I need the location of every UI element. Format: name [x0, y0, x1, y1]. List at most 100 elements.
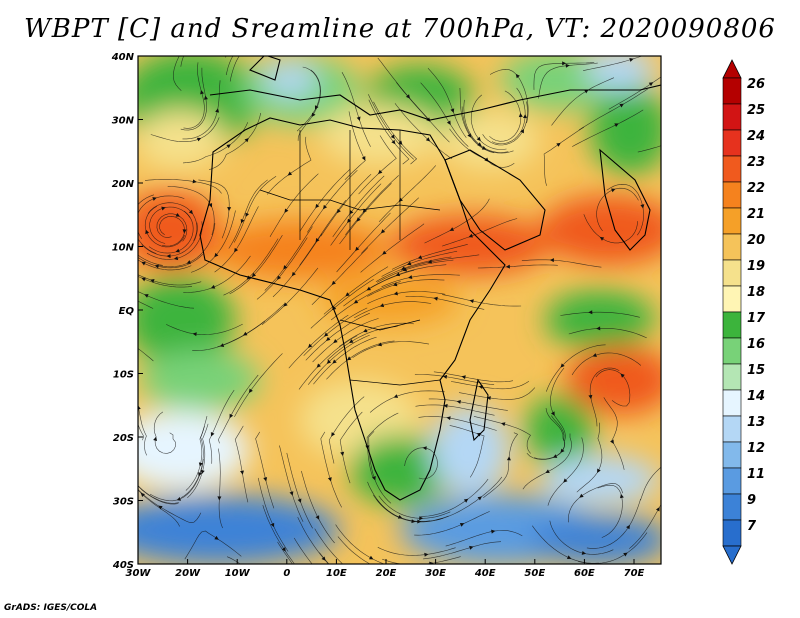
streamline-arrow	[469, 299, 474, 304]
streamline	[603, 397, 625, 470]
streamline-arrow	[307, 343, 313, 348]
streamline-arrow	[332, 359, 337, 364]
lat-tick-label: 10N	[112, 243, 135, 254]
streamline-arrow	[340, 451, 345, 457]
streamline	[182, 122, 249, 164]
streamline-arrow	[356, 217, 361, 222]
streamline	[297, 69, 322, 141]
streamline	[234, 353, 283, 418]
colorbar-swatch	[722, 285, 742, 313]
streamline-arrow	[315, 203, 320, 209]
streamline	[159, 223, 216, 268]
streamline-arrow	[456, 399, 461, 404]
streamline-arrow	[326, 359, 332, 364]
streamline-arrow	[242, 331, 248, 336]
streamline-arrow	[560, 448, 565, 453]
streamline	[373, 494, 444, 523]
lat-tick-label: 30S	[113, 497, 134, 508]
streamline	[138, 276, 193, 288]
streamline-arrow	[372, 476, 376, 481]
streamline	[360, 223, 425, 273]
streamline-arrow	[469, 545, 474, 550]
streamline	[261, 267, 319, 325]
colorbar-swatch	[722, 233, 742, 261]
streamline	[339, 411, 363, 484]
streamline	[225, 56, 234, 76]
streamline-arrow	[150, 279, 155, 283]
streamline	[234, 425, 249, 503]
streamline	[225, 56, 227, 58]
streamline-arrow	[623, 552, 628, 557]
colorbar-label: 16	[747, 337, 765, 352]
streamline	[470, 94, 507, 150]
lat-tick-label: 10S	[113, 370, 134, 381]
streamline-arrow	[141, 277, 146, 282]
streamline	[473, 416, 531, 454]
streamline-arrow	[331, 305, 337, 310]
streamline	[266, 136, 312, 195]
streamline-arrow	[611, 188, 616, 193]
streamline	[293, 537, 313, 564]
streamline	[368, 431, 392, 504]
streamline-arrow	[599, 236, 605, 241]
streamline-arrow	[240, 470, 244, 475]
streamline	[381, 274, 460, 288]
streamline-arrow	[588, 310, 593, 315]
streamline	[335, 524, 386, 564]
streamline	[424, 198, 490, 244]
streamline-arrow	[626, 524, 630, 530]
streamline	[159, 215, 185, 247]
streamline	[404, 447, 438, 480]
streamline-arrow	[347, 218, 352, 223]
streamline	[192, 320, 266, 351]
streamline	[305, 312, 370, 361]
colorbar-swatch	[722, 363, 742, 391]
streamline-arrow	[395, 272, 401, 277]
streamline-arrow	[245, 212, 250, 218]
streamline	[382, 556, 461, 564]
streamline-arrow	[91, 263, 95, 267]
streamline	[606, 183, 644, 236]
streamline	[534, 408, 565, 460]
colorbar-swatch	[722, 493, 742, 521]
streamline	[320, 431, 342, 508]
streamline-arrow	[477, 496, 482, 501]
streamline-arrow	[450, 108, 455, 113]
colorbar-swatch	[722, 155, 742, 183]
streamline	[560, 311, 640, 318]
streamline	[358, 135, 397, 195]
streamline	[183, 255, 251, 293]
streamline-arrow	[297, 498, 302, 503]
streamline-arrow	[579, 493, 584, 498]
lat-tick-label: 20S	[113, 433, 134, 444]
streamline-arrow	[176, 496, 182, 501]
streamline	[343, 269, 415, 307]
streamline	[320, 173, 372, 237]
streamline	[229, 56, 240, 82]
streamline	[414, 511, 490, 536]
longitude-axis: 30W 20W 10W 0 10E 20E 30E 40E 50E 60E 70E	[126, 559, 645, 579]
streamline-arrow	[449, 227, 455, 231]
streamline	[138, 348, 154, 362]
streamline-arrow	[565, 63, 570, 68]
colorbar-label: 13	[747, 415, 765, 430]
streamline	[138, 259, 192, 271]
streamline	[148, 210, 194, 254]
lon-tick-label: 60E	[574, 568, 595, 579]
lon-tick-label: 30W	[126, 568, 152, 579]
streamline-arrow	[461, 375, 466, 380]
wbpt-field	[91, 56, 661, 564]
streamline-arrow	[145, 229, 150, 235]
streamline-arrow	[446, 416, 451, 421]
lon-tick-label: 10W	[225, 568, 251, 579]
streamline	[449, 425, 485, 478]
streamline	[183, 62, 205, 129]
colorbar-swatch	[722, 337, 742, 365]
streamline	[138, 423, 145, 441]
streamline	[339, 322, 414, 347]
streamline-arrow	[215, 108, 220, 113]
streamline-arrow	[333, 339, 338, 344]
streamline-arrow	[219, 343, 225, 347]
streamline-arrow	[411, 519, 416, 524]
streamline	[256, 237, 308, 300]
